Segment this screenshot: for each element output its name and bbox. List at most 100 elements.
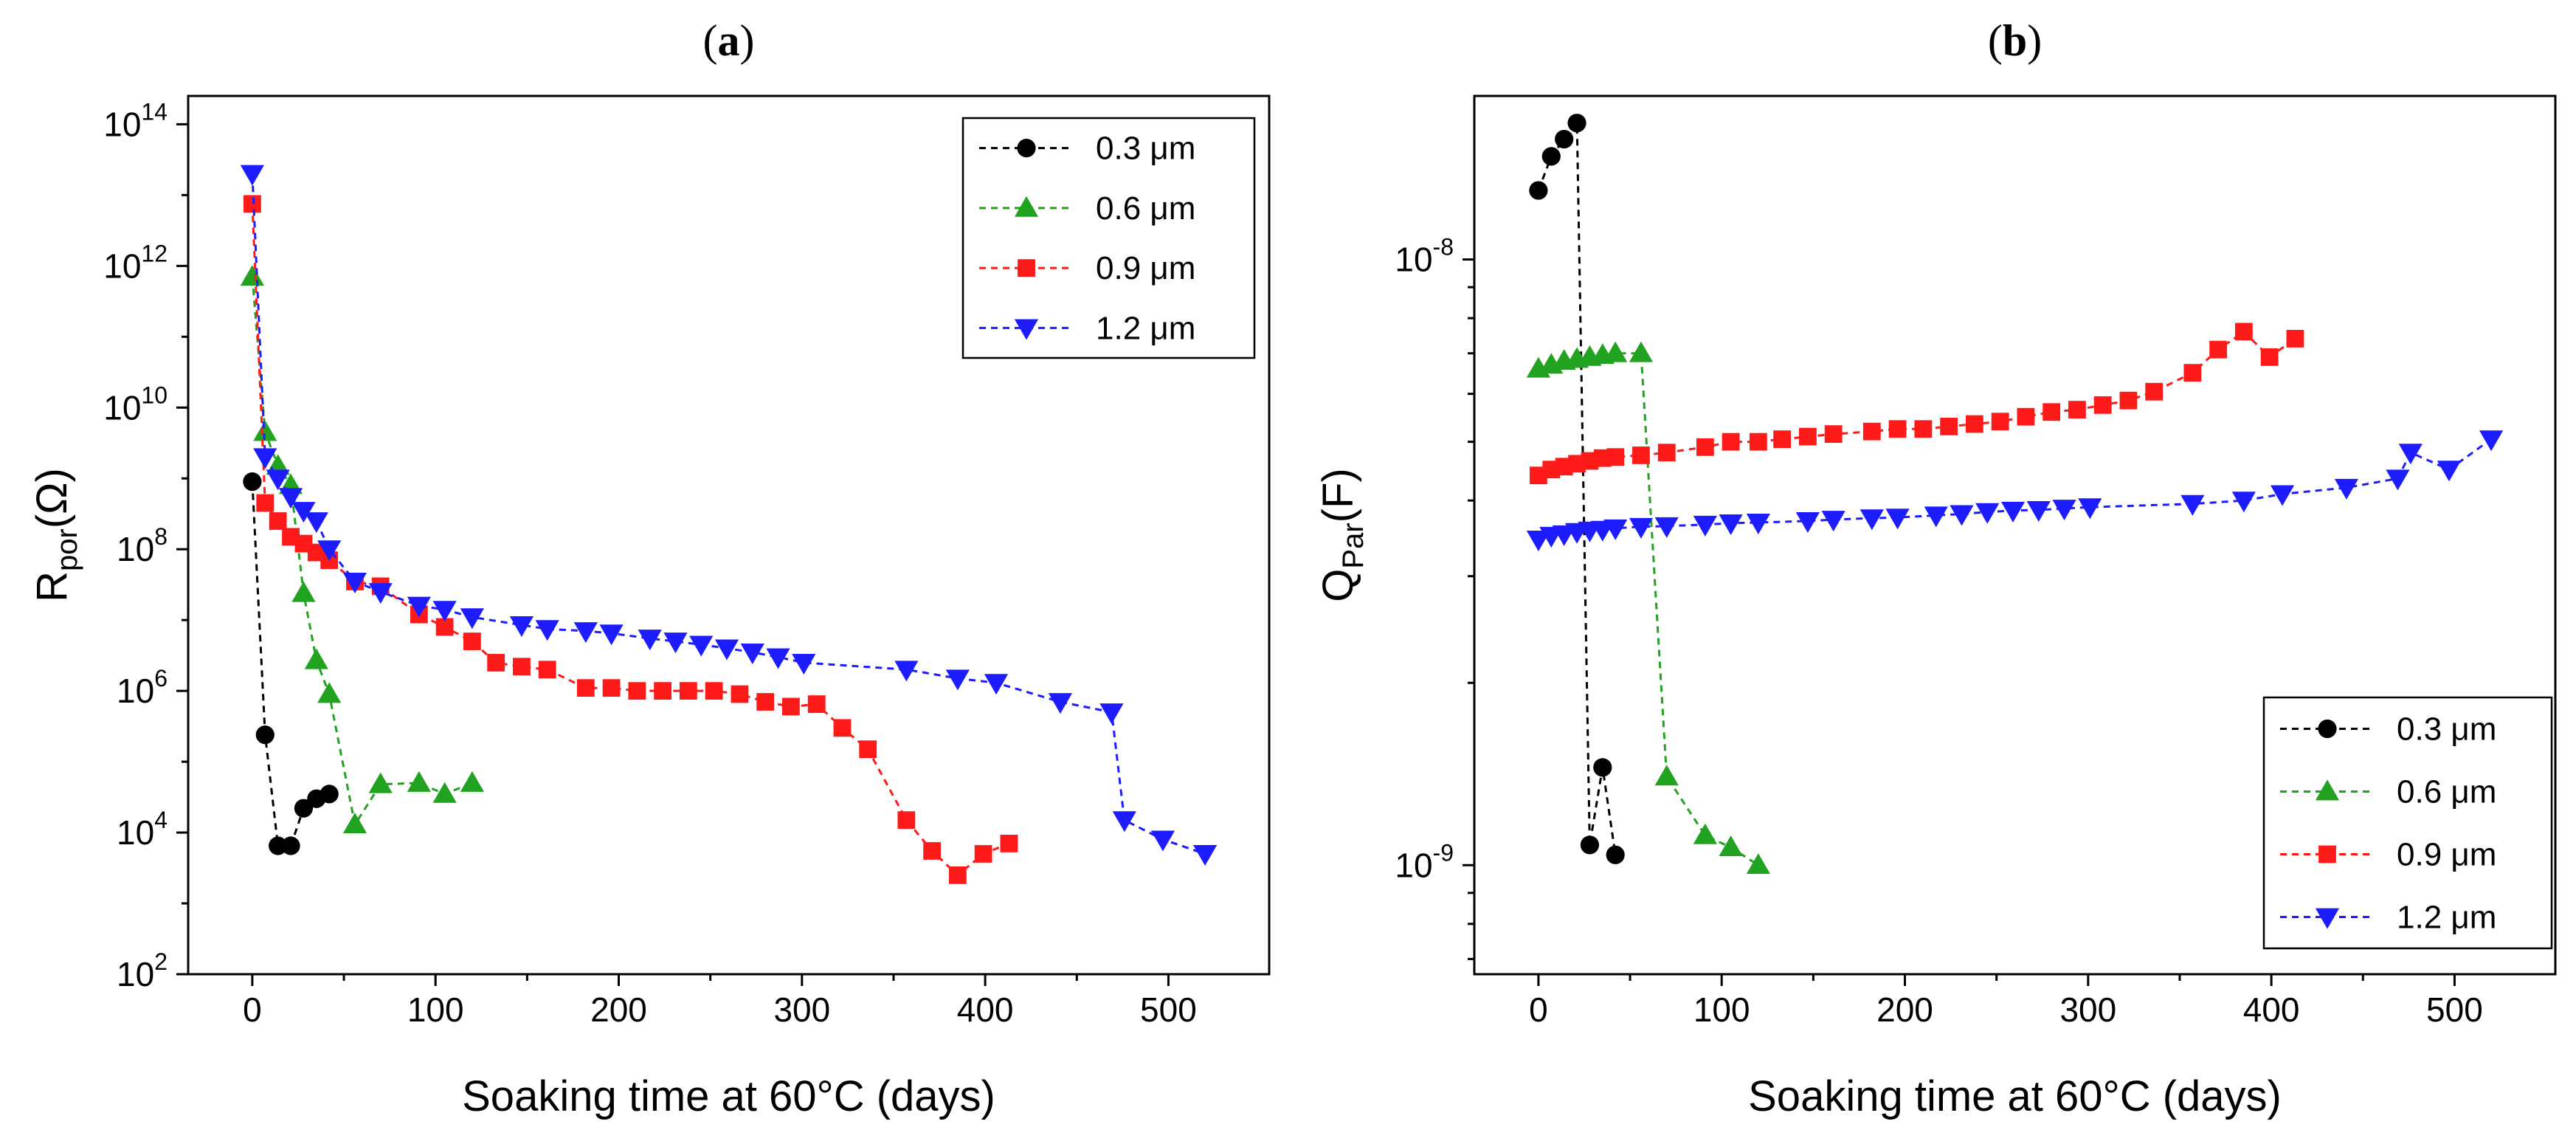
x-tick-label: 200 (1876, 990, 1933, 1029)
data-point (435, 618, 454, 636)
data-point (756, 693, 775, 711)
data-point (2000, 501, 2026, 523)
y-tick-exponent: 8 (154, 523, 168, 550)
y-tick-label: 10-9 (1395, 839, 1454, 884)
legend-box (2262, 696, 2553, 950)
data-point (2386, 469, 2410, 491)
data-point (1719, 835, 1743, 857)
data-point (2334, 478, 2359, 500)
data-point (1965, 415, 1983, 433)
series-2 (1530, 323, 2304, 485)
data-point (984, 674, 1009, 695)
legend-label: 0.9 μm (1096, 250, 1195, 286)
data-point (2398, 444, 2423, 465)
y-axis-title-main: R (28, 571, 76, 602)
data-point (2183, 364, 2202, 382)
data-point (1555, 129, 1574, 149)
data-point (1657, 444, 1676, 462)
data-point (923, 842, 942, 860)
data-point (269, 512, 287, 530)
data-point (1824, 425, 1843, 444)
data-point (320, 785, 339, 804)
data-point (731, 685, 749, 703)
panel-label-letter: b (2003, 16, 2027, 65)
data-point (628, 682, 646, 700)
data-point (1914, 420, 1933, 438)
data-point (833, 719, 852, 737)
data-point (1888, 420, 1907, 438)
series-3 (1526, 430, 2504, 551)
series-line (251, 204, 1009, 877)
legend-swatch-marker (1014, 196, 1039, 217)
x-tick-label: 300 (773, 990, 830, 1029)
data-point (1603, 341, 1628, 362)
data-point (1885, 509, 1910, 530)
x-tick-label: 500 (1140, 990, 1197, 1029)
panel-label: (b) (1988, 16, 2042, 65)
panel-label: (a) (703, 16, 755, 65)
y-tick-label: 104 (117, 807, 168, 852)
data-point (2209, 340, 2228, 359)
x-tick-label: 200 (590, 990, 647, 1029)
data-point (1799, 427, 1817, 446)
data-point (766, 648, 790, 669)
data-point (1749, 432, 1767, 451)
data-point (897, 811, 916, 830)
data-point (1606, 845, 1625, 864)
x-axis-title: Soaking time at 60°C (days) (462, 1072, 995, 1120)
data-point (859, 740, 877, 759)
data-point (509, 616, 534, 638)
data-point (1529, 181, 1548, 200)
data-point (1722, 432, 1740, 451)
y-tick-exponent: 4 (154, 807, 168, 833)
y-tick-base: 10 (103, 105, 141, 143)
plot-frame (187, 94, 1271, 976)
data-point (1940, 417, 1958, 435)
data-point (1773, 430, 1792, 448)
data-point (782, 697, 800, 716)
data-point (294, 799, 314, 818)
legend-label: 0.3 μm (2397, 711, 2496, 748)
data-point (291, 502, 316, 523)
x-tick-label: 500 (2426, 990, 2483, 1029)
data-point (599, 624, 624, 646)
x-tick-label: 100 (407, 990, 464, 1029)
data-point (602, 679, 621, 697)
data-point (1821, 511, 1845, 532)
y-tick-label: 102 (117, 948, 168, 993)
panel-label-open: ( (703, 16, 718, 65)
data-point (689, 635, 714, 657)
data-point (278, 488, 303, 509)
data-point (269, 836, 288, 855)
data-point (317, 540, 342, 562)
y-tick-base: 10 (1395, 846, 1432, 884)
chart-panel-a: (a)0 100 200 300 400 500102104106108101010121… (28, 16, 1271, 1120)
data-point (807, 695, 826, 713)
y-axis-title-sub: por (51, 528, 83, 571)
data-point (1746, 513, 1770, 534)
data-point (368, 772, 393, 793)
data-point (460, 608, 484, 630)
data-point (1950, 505, 1974, 526)
y-tick-base: 10 (1395, 241, 1432, 279)
panel-label-letter: a (718, 16, 740, 65)
data-point (1593, 758, 1612, 777)
data-point (2180, 494, 2205, 516)
data-point (1580, 835, 1600, 855)
data-point (740, 644, 764, 665)
data-point (1099, 703, 1124, 725)
data-point (2119, 391, 2138, 410)
x-tick-label: 400 (957, 990, 1014, 1029)
x-tick-label: 0 (243, 990, 262, 1029)
data-point (253, 448, 277, 469)
series-1 (240, 265, 484, 834)
legend-label: 1.2 μm (1096, 310, 1195, 346)
series-3 (240, 165, 1218, 866)
x-tick-label: 0 (1529, 990, 1548, 1029)
data-point (1654, 517, 1679, 538)
data-point (714, 639, 739, 661)
data-point (2260, 348, 2279, 366)
y-tick-label: 108 (117, 523, 168, 568)
data-area (240, 165, 1218, 884)
